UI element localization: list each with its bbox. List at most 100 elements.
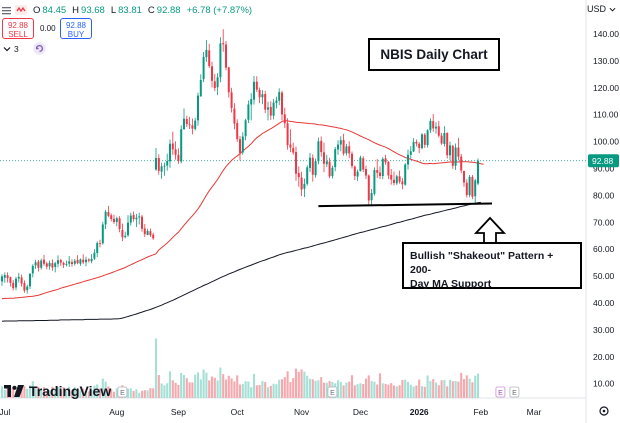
candle (275, 96, 278, 109)
candle (348, 141, 351, 159)
volume-bar (82, 388, 85, 398)
candle (334, 146, 337, 172)
candle-body (180, 129, 183, 162)
volume-bar (300, 369, 303, 398)
candle-body (367, 175, 370, 201)
volume-bar (222, 374, 225, 398)
candle-body (365, 169, 367, 176)
volume-bar (166, 383, 169, 398)
candle-body (353, 166, 356, 177)
candle-body (225, 44, 227, 68)
volume-bar (311, 379, 314, 398)
volume-bar (23, 386, 26, 398)
candle (339, 136, 342, 152)
candle-body (474, 180, 477, 197)
settings-gear-icon[interactable] (599, 406, 609, 416)
candle-body (155, 158, 157, 170)
sell-button[interactable]: 92.88 SELL (2, 18, 34, 39)
candle (230, 87, 233, 113)
buy-button[interactable]: 92.88 BUY (60, 18, 92, 39)
candle (141, 214, 143, 232)
candle (443, 126, 446, 147)
candle-body (87, 259, 90, 261)
candle (115, 216, 118, 227)
close-value: 92.88 (156, 4, 181, 16)
candle (180, 125, 183, 164)
candle-body (320, 140, 323, 153)
candle-body (197, 95, 199, 121)
volume-bar (362, 384, 365, 398)
volume-bar (426, 375, 429, 398)
volume-bar (126, 388, 130, 398)
volume-bar (320, 377, 323, 398)
candle-body (393, 179, 395, 184)
candle-body (135, 217, 138, 220)
volume-bar (384, 383, 387, 398)
volume-bar (238, 384, 242, 398)
volume-bar (401, 380, 404, 398)
volume-bar (275, 384, 278, 398)
candle-body (43, 259, 45, 264)
candle-body (71, 262, 73, 264)
candle (65, 260, 68, 267)
time-tick-label: 2026 (410, 407, 429, 417)
earnings-marker: E (509, 386, 520, 398)
low-value: 83.81 (118, 4, 142, 16)
volume-bar (79, 390, 82, 398)
volume-bar (437, 385, 440, 398)
candle (45, 261, 48, 270)
volume-bar (59, 390, 62, 398)
volume-bar (163, 385, 166, 398)
volume-bar (205, 372, 208, 398)
compare-icon[interactable] (15, 5, 27, 15)
indicators-toggle[interactable]: 3 (3, 43, 19, 55)
volume-bar (356, 384, 359, 398)
volume-bar (168, 371, 172, 398)
candle-body (295, 152, 297, 174)
candle (381, 157, 384, 180)
candle (135, 213, 138, 228)
collapse-icon[interactable] (2, 6, 11, 15)
candle-body (31, 265, 34, 274)
candle-body (57, 260, 59, 264)
volume-bar (210, 376, 214, 398)
candle-body (233, 108, 236, 124)
candle-body (115, 218, 118, 223)
volume-bar (70, 390, 74, 398)
volume-bar (138, 392, 141, 398)
volume-bar (129, 388, 132, 398)
candle (421, 133, 423, 150)
candle (432, 113, 435, 132)
last-price-label: 92.88 (592, 156, 614, 166)
volume-bar (48, 390, 51, 398)
candle (454, 143, 457, 170)
candle-body (423, 134, 426, 145)
sync-button[interactable] (33, 41, 46, 55)
pattern-text-line1: Bullish "Shakeout" Pattern + 200- (410, 250, 554, 276)
candle-body (239, 139, 241, 153)
volume-bar (224, 379, 228, 398)
volume-bar (359, 383, 362, 398)
currency-selector[interactable]: USD (587, 4, 616, 14)
price-tick-label: 70.00 (593, 217, 615, 227)
candle-body (348, 146, 351, 154)
price-tick-label: 10.00 (593, 379, 615, 389)
volume-bar (87, 391, 90, 398)
volume-bar (132, 390, 135, 398)
tradingview-logo: TradingView (4, 383, 111, 399)
candle-body (292, 148, 295, 153)
volume-bar (157, 375, 160, 398)
candle-body (373, 170, 376, 194)
ma200-line (1, 201, 481, 322)
candle (460, 153, 463, 174)
candle-body (454, 147, 457, 166)
volume-bar (76, 389, 79, 398)
chart-title-annotation: NBIS Daily Chart (368, 38, 500, 71)
volume-bar (339, 381, 342, 398)
candle (426, 129, 429, 148)
volume-bar (110, 389, 113, 398)
candle-body (34, 262, 37, 266)
candle-body (477, 160, 479, 184)
candle (264, 90, 267, 114)
